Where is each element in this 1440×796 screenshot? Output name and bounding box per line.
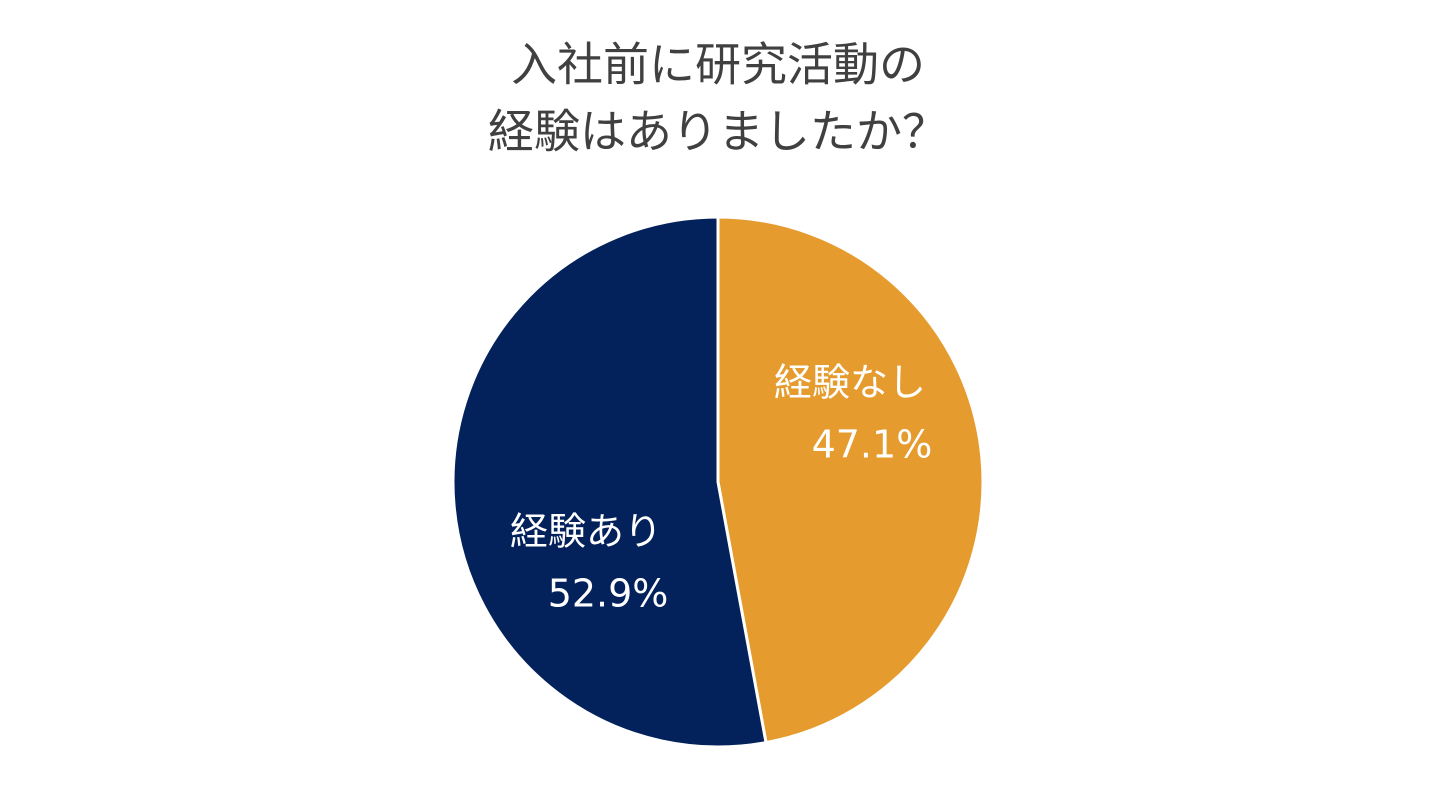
pie-slice — [716, 215, 985, 745]
slice-label: 経験なし — [774, 360, 926, 404]
chart-title: 経験はありましたか？ — [488, 105, 948, 159]
slice-label: 経験あり — [510, 510, 662, 554]
slice-value-label: 52.9% — [548, 572, 669, 616]
chart-title: 入社前に研究活動の — [511, 38, 925, 92]
pie-slice — [451, 215, 768, 749]
slice-value-label: 47.1% — [812, 422, 933, 466]
